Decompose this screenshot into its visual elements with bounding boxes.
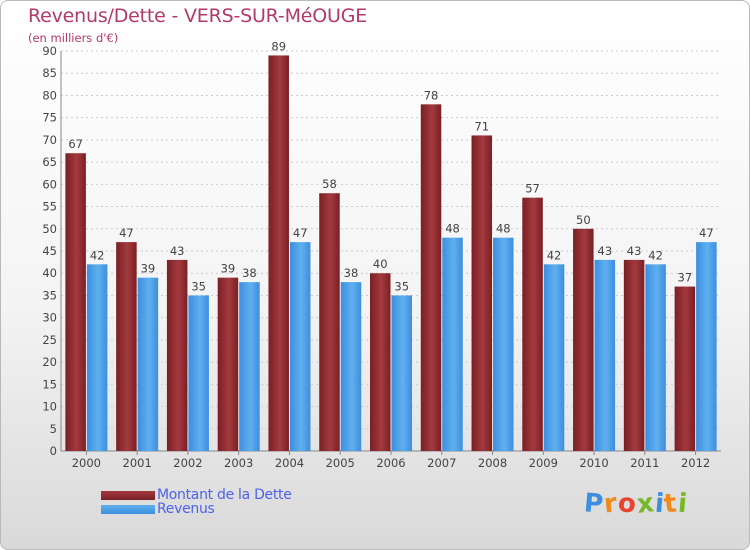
data-label-dette: 47: [119, 226, 134, 240]
chart-title: Revenus/Dette - VERS-SUR-MéOUGE: [28, 5, 368, 27]
x-tick-label: 2002: [173, 456, 202, 470]
bar-revenus: [493, 237, 514, 451]
bar-revenus: [391, 295, 412, 451]
data-label-revenus: 42: [547, 248, 562, 262]
data-label-revenus: 47: [293, 226, 308, 240]
y-tick-label: 5: [50, 422, 57, 436]
bar-revenus: [86, 264, 108, 451]
bar-dette: [268, 55, 289, 451]
bar-dette: [166, 259, 188, 451]
bar-revenus: [696, 242, 717, 451]
y-tick-label: 25: [42, 333, 57, 347]
data-label-revenus: 38: [344, 266, 359, 280]
bar-dette: [573, 228, 594, 451]
data-label-dette: 78: [424, 88, 439, 102]
logo-letter: i: [676, 488, 690, 520]
y-tick-label: 20: [42, 355, 57, 369]
bar-dette: [65, 153, 86, 451]
y-tick-label: 80: [42, 88, 57, 102]
bar-dette: [217, 277, 239, 451]
data-label-revenus: 48: [445, 222, 460, 236]
x-tick-label: 2003: [224, 456, 253, 470]
legend: Montant de la Dette Revenus: [101, 487, 292, 517]
data-label-revenus: 38: [242, 266, 257, 280]
x-tick-label: 2006: [376, 456, 405, 470]
x-tick-label: 2001: [123, 456, 152, 470]
data-label-dette: 39: [221, 262, 236, 276]
y-tick-label: 90: [42, 44, 57, 58]
x-tick-label: 2000: [72, 456, 101, 470]
data-label-revenus: 35: [394, 279, 409, 293]
data-label-dette: 71: [474, 119, 489, 133]
data-label-dette: 67: [68, 137, 83, 151]
data-label-revenus: 39: [141, 262, 156, 276]
bar-dette: [319, 193, 340, 451]
bar-revenus: [442, 237, 463, 451]
data-label-dette: 50: [576, 213, 591, 227]
bar-dette: [370, 273, 391, 451]
y-tick-label: 85: [42, 66, 57, 80]
data-label-dette: 57: [525, 182, 540, 196]
y-tick-label: 10: [42, 400, 57, 414]
y-tick-label: 65: [42, 155, 57, 169]
bar-revenus: [543, 264, 565, 451]
data-label-dette: 58: [322, 177, 337, 191]
x-tick-label: 2005: [326, 456, 355, 470]
legend-label-dette: Montant de la Dette: [157, 487, 292, 503]
y-tick-label: 40: [42, 266, 57, 280]
x-tick-label: 2004: [275, 456, 304, 470]
legend-item-revenus: Revenus: [101, 501, 292, 517]
y-tick-label: 55: [42, 200, 57, 214]
x-tick-label: 2012: [681, 456, 710, 470]
legend-item-dette: Montant de la Dette: [101, 487, 292, 503]
data-label-revenus: 48: [496, 222, 511, 236]
bar-dette: [674, 286, 696, 451]
bar-revenus: [340, 282, 362, 451]
data-label-revenus: 42: [90, 248, 105, 262]
data-label-dette: 89: [271, 39, 286, 53]
legend-swatch-revenus: [101, 504, 155, 514]
legend-label-revenus: Revenus: [157, 501, 215, 517]
y-tick-label: 50: [42, 222, 57, 236]
y-tick-label: 0: [50, 444, 57, 458]
data-label-dette: 43: [170, 244, 185, 258]
data-label-dette: 37: [678, 271, 693, 285]
bar-dette: [471, 135, 493, 451]
x-tick-label: 2007: [427, 456, 456, 470]
y-tick-label: 60: [42, 177, 57, 191]
data-label-dette: 43: [627, 244, 642, 258]
x-tick-label: 2010: [579, 456, 608, 470]
data-label-dette: 40: [373, 257, 388, 271]
bar-revenus: [137, 277, 159, 451]
bar-dette: [420, 104, 442, 451]
y-tick-label: 15: [42, 377, 57, 391]
data-label-revenus: 47: [699, 226, 714, 240]
chart-subtitle: (en milliers d'€): [28, 31, 119, 45]
bar-revenus: [289, 242, 311, 451]
bar-dette: [522, 197, 543, 451]
data-label-revenus: 43: [598, 244, 613, 258]
y-tick-label: 35: [42, 288, 57, 302]
data-label-revenus: 35: [191, 279, 206, 293]
x-tick-label: 2011: [630, 456, 659, 470]
bar-revenus: [188, 295, 209, 451]
proxiti-logo: Proxiti: [583, 488, 690, 520]
legend-swatch-dette: [101, 490, 155, 500]
y-tick-label: 70: [42, 133, 57, 147]
bar-revenus: [594, 259, 616, 451]
y-tick-label: 45: [42, 244, 57, 258]
data-label-revenus: 42: [648, 248, 663, 262]
x-tick-label: 2008: [478, 456, 507, 470]
bar-revenus: [239, 282, 260, 451]
y-tick-label: 75: [42, 111, 57, 125]
y-tick-label: 30: [42, 311, 57, 325]
bar-dette: [116, 242, 137, 451]
bar-dette: [623, 259, 645, 451]
x-tick-label: 2009: [529, 456, 558, 470]
bar-revenus: [645, 264, 666, 451]
